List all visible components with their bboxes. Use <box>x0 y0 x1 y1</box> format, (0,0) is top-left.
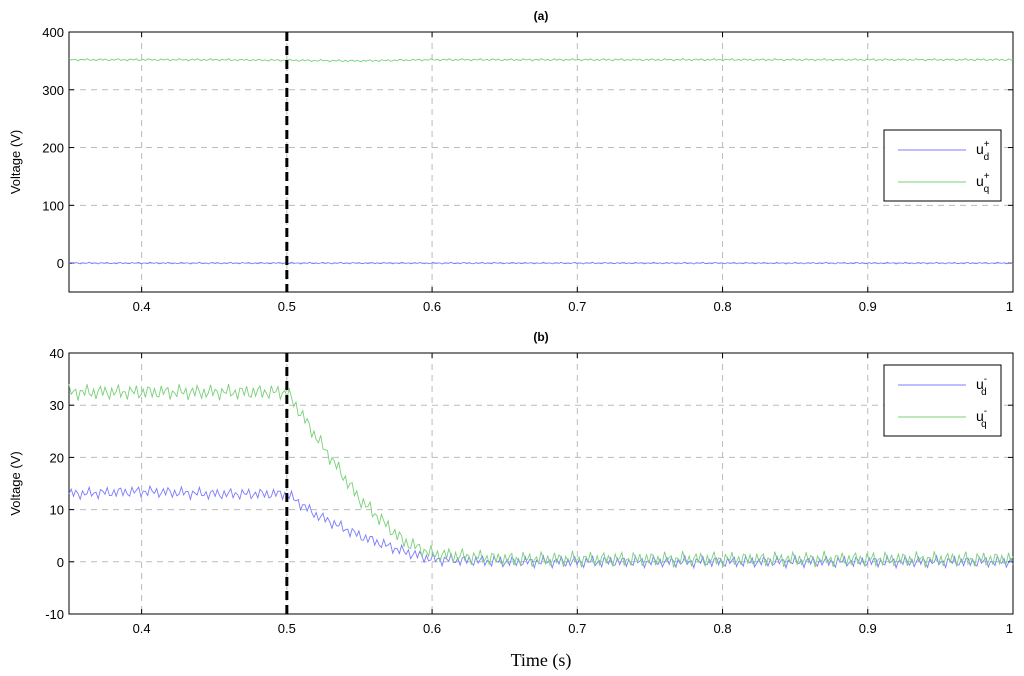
legend-sup: - <box>984 406 987 417</box>
legend-sub: q <box>981 419 987 430</box>
legend-base: u <box>976 408 984 424</box>
legend-base: u <box>976 173 984 189</box>
p0-ytick-label: 300 <box>42 83 64 98</box>
p1-ytick-label: 0 <box>57 555 64 570</box>
p1-axes-frame <box>68 352 1014 615</box>
p0-ytick-label: 400 <box>42 25 64 40</box>
p0-xtick-label: 0.6 <box>423 299 441 314</box>
p1-ytick-label: 40 <box>50 346 64 361</box>
panel-a: 0.4 0.5 0.6 0.7 0.8 0.9 1 0 100 200 300 400 (a) Volta… <box>8 9 1014 314</box>
p0-ytick-label: 200 <box>42 141 64 156</box>
p1-xtick-label: 0.5 <box>278 621 296 636</box>
p1-series-d-line <box>68 484 1014 570</box>
p0-axes-frame <box>68 31 1014 293</box>
p1-xtick-label: 1 <box>1006 621 1013 636</box>
p0-ytick-label: 100 <box>42 198 64 213</box>
p1-ylabel: Voltage (V) <box>8 451 23 515</box>
p1-series-q-line <box>68 383 1014 568</box>
p0-xtick-label: 1 <box>1006 299 1013 314</box>
p1-title: (b) <box>533 330 548 344</box>
p1-legend <box>883 364 1002 437</box>
p1-ytick-label: 20 <box>50 450 64 465</box>
p1-xlabel: Time (s) <box>511 650 572 671</box>
p0-xtick-label: 0.4 <box>133 299 151 314</box>
p0-series-d-line <box>68 261 1014 265</box>
legend-sup: + <box>984 171 990 182</box>
legend-sup: + <box>984 139 990 150</box>
legend-sub: q <box>984 184 990 195</box>
p0-ylabel: Voltage (V) <box>8 130 23 194</box>
p0-legend-label-d: u+ d <box>976 139 990 163</box>
p0-legend <box>883 129 1002 202</box>
p0-ytick-label: 0 <box>57 256 64 271</box>
p1-xtick-label: 0.9 <box>859 621 877 636</box>
legend-base: u <box>976 376 984 392</box>
legend-sub: d <box>984 152 990 163</box>
p1-ytick-label: -10 <box>45 607 64 622</box>
legend-sub: d <box>981 387 987 398</box>
p0-xtick-label: 0.7 <box>568 299 586 314</box>
p1-xtick-label: 0.8 <box>713 621 731 636</box>
panel-b: 0.4 0.5 0.6 0.7 0.8 0.9 1 -10 0 10 20 30 40 (b) Voltag… <box>8 330 1014 671</box>
p1-xtick-label: 0.6 <box>423 621 441 636</box>
p0-xtick-label: 0.8 <box>713 299 731 314</box>
p1-legend-label-d: u- d <box>976 374 987 398</box>
p0-series-q-line <box>68 58 1014 63</box>
p0-xtick-label: 0.9 <box>859 299 877 314</box>
legend-sup: - <box>984 374 987 385</box>
p1-xtick-label: 0.4 <box>133 621 151 636</box>
p1-ytick-label: 10 <box>50 503 64 518</box>
legend-base: u <box>976 141 984 157</box>
p1-legend-label-q: u- q <box>976 406 987 430</box>
p0-xtick-label: 0.5 <box>278 299 296 314</box>
p0-legend-label-q: u+ q <box>976 171 990 195</box>
p0-title: (a) <box>534 9 549 23</box>
p1-ytick-label: 30 <box>50 398 64 413</box>
p1-xtick-label: 0.7 <box>568 621 586 636</box>
